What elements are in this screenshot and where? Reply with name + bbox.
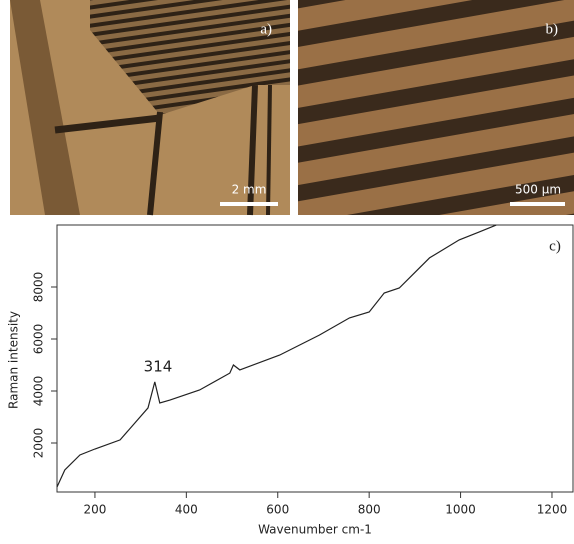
scale-label: 2 mm — [232, 183, 267, 197]
panel-label: b) — [546, 21, 559, 37]
scale-bar — [220, 202, 278, 206]
y-tick-label: 8000 — [32, 272, 46, 303]
figure: a) 2 mm b) 500 µm c) Wavenumber cm-1 Ram… — [0, 0, 574, 544]
x-tick-label: 600 — [266, 503, 289, 517]
photo-a: a) 2 mm — [10, 0, 290, 215]
y-tick-label: 4000 — [32, 376, 46, 407]
plot-frame — [57, 225, 573, 492]
x-tick-label: 200 — [83, 503, 106, 517]
spectrum-chart: c) Wavenumber cm-1 Raman intensity 314 2… — [7, 225, 574, 537]
spectrum-line — [57, 225, 496, 487]
panel-label: c) — [549, 238, 561, 254]
panel-label: a) — [260, 21, 272, 37]
scale-label: 500 µm — [515, 183, 561, 197]
x-tick-label: 800 — [358, 503, 381, 517]
scale-bar — [510, 202, 565, 206]
y-tick-label: 6000 — [32, 324, 46, 355]
photo-b: b) 500 µm — [298, 0, 574, 215]
x-tick-label: 400 — [175, 503, 198, 517]
x-tick-label: 1000 — [445, 503, 476, 517]
x-tick-label: 1200 — [537, 503, 568, 517]
annotation: 314 — [144, 358, 173, 376]
y-tick-label: 2000 — [32, 428, 46, 459]
y-axis-label: Raman intensity — [7, 311, 21, 409]
x-axis-label: Wavenumber cm-1 — [258, 523, 372, 537]
